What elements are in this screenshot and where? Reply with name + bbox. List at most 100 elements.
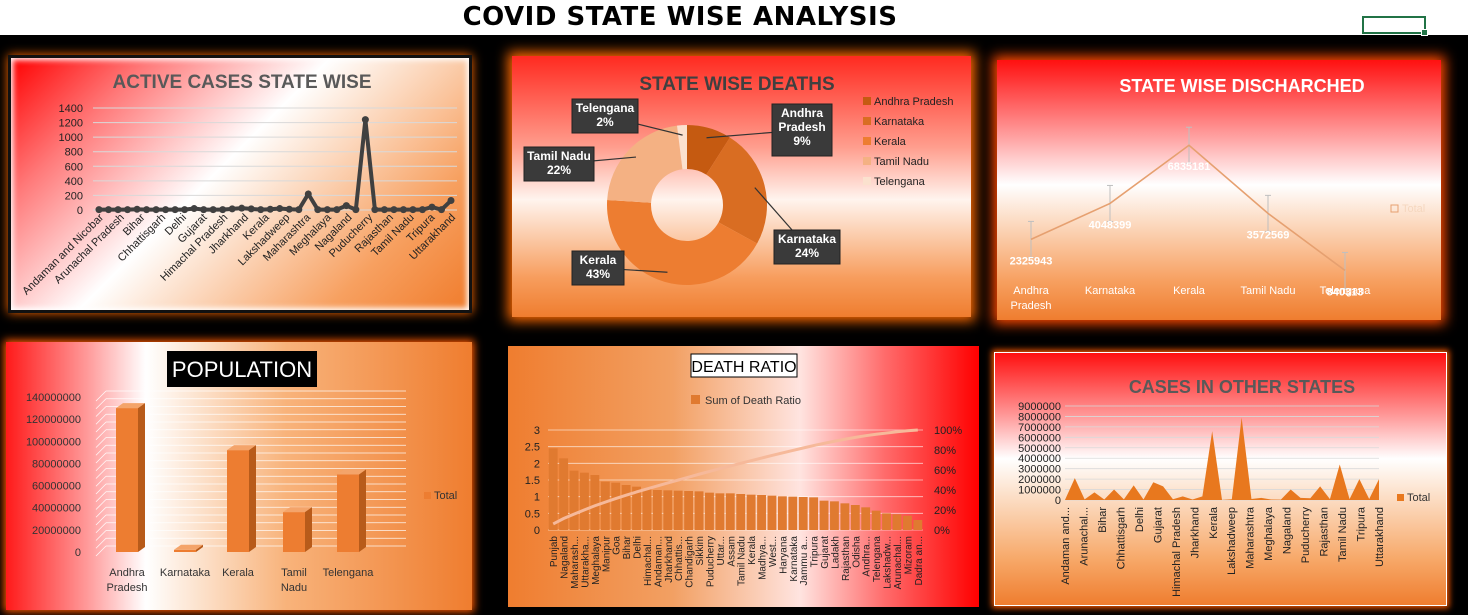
x-tick-label: Tamil Nadu	[1337, 507, 1349, 562]
bar	[788, 496, 798, 530]
data-point	[409, 206, 417, 214]
area-series	[1065, 417, 1379, 500]
x-tick-label: Andaman and...	[1060, 507, 1072, 585]
y-tick-label: 2.5	[525, 442, 540, 454]
data-point	[219, 206, 227, 214]
pie-slice	[706, 137, 767, 244]
y-tick-label: 200	[65, 190, 83, 202]
active-cases-chart[interactable]: ACTIVE CASES STATE WISE 0 200 400 600 800 1000…	[8, 55, 472, 313]
data-point	[200, 206, 208, 214]
data-point	[418, 206, 426, 214]
bar	[705, 492, 714, 530]
gridline-depth	[95, 421, 107, 433]
x-tick-label: Tamil Nadu	[1240, 285, 1295, 297]
x-tick-label: Puducherry	[1300, 507, 1312, 564]
gridline-depth	[95, 444, 107, 456]
gridline-depth	[95, 545, 107, 557]
data-point	[304, 190, 312, 198]
pie-slice	[687, 125, 730, 175]
bar	[840, 503, 850, 530]
x-tick-label: Andaman...	[653, 536, 664, 587]
data-label-box	[773, 229, 841, 265]
state-discharged-chart[interactable]: STATE WISE DISCHARCHED 2325943 4048399 6835…	[997, 60, 1441, 320]
x-tick-label: Uttar...	[716, 536, 727, 565]
bar	[611, 482, 621, 530]
x-tick-label: Rajasthan	[841, 536, 852, 581]
legend-swatch	[1390, 204, 1399, 213]
data-point	[95, 206, 103, 214]
x-tick-label: Tamil	[281, 567, 307, 579]
gridline-depth	[95, 491, 107, 503]
data-point	[437, 206, 445, 214]
population-chart[interactable]: POPULATION 0 20000000 40000000 60000000 80000…	[6, 342, 472, 610]
x-tick-label: Assam	[726, 536, 737, 567]
bar-top	[227, 445, 256, 451]
data-point	[238, 204, 246, 212]
legend-label: Karnataka	[874, 116, 925, 128]
x-tick-label: Tripura	[810, 536, 821, 568]
data-point	[228, 205, 236, 213]
other-states-chart[interactable]: CASES IN OTHER STATES 0 1000000 2000000 3000…	[994, 352, 1447, 606]
bar	[725, 493, 735, 530]
chart-title: DEATH RATIO	[691, 359, 796, 376]
y-tick-label: 1.5	[525, 475, 540, 487]
bar-side	[196, 544, 203, 552]
y2-tick-label: 80%	[934, 445, 956, 457]
legend-label: Telengana	[874, 176, 926, 188]
x-tick-label: Odisha	[851, 536, 862, 568]
y-tick-label: 1200	[59, 118, 83, 130]
death-ratio-chart[interactable]: DEATH RATIO Sum of Death Ratio 0 0.5 1 1.5 2 2.…	[508, 346, 979, 607]
y2-tick-label: 60%	[934, 465, 956, 477]
x-tick-label: Karnataka	[1085, 285, 1136, 297]
bar	[767, 495, 777, 530]
data-point	[162, 206, 170, 214]
data-label-name: Kerala	[580, 253, 617, 267]
bar	[559, 458, 569, 530]
x-tick-label: Lakshadweep	[1226, 507, 1238, 575]
y-tick-label: 0	[1055, 495, 1061, 507]
x-tick-label: Himachal Pradesh	[1171, 507, 1183, 597]
data-point	[371, 206, 379, 214]
x-tick-label: Kerala	[1208, 506, 1220, 539]
x-tick-label: Dadra an...	[914, 536, 925, 585]
x-tick-label: Tamil Nadu	[737, 536, 748, 586]
y-tick-label: 3	[534, 425, 540, 437]
x-tick-label: Jharkhand	[1189, 507, 1201, 558]
y-tick-label: 1400	[59, 103, 83, 115]
pie-slice	[607, 125, 683, 203]
data-label: 4048399	[1089, 219, 1132, 231]
bar	[715, 493, 725, 530]
chart-title-box	[167, 351, 317, 387]
title-bar	[0, 0, 1468, 35]
bar	[642, 489, 652, 530]
x-tick-label: Gujarat	[1152, 507, 1164, 543]
gridline-depth	[95, 514, 107, 526]
selected-cell[interactable]	[1362, 16, 1428, 36]
gridline-depth	[95, 483, 107, 495]
data-label-name: Andhra	[781, 106, 823, 120]
bar	[694, 491, 704, 530]
data-label-box	[771, 103, 833, 157]
y-tick-label: 100000000	[26, 436, 81, 448]
y-tick-label: 0	[77, 205, 83, 217]
legend-swatch	[863, 137, 871, 145]
y-tick-label: 4000000	[1018, 453, 1061, 465]
bar	[861, 507, 871, 530]
x-tick-label: Arunachal...	[1078, 507, 1090, 566]
x-tick-label: Delhi	[633, 536, 644, 559]
gridline-depth	[95, 475, 107, 487]
data-point	[247, 205, 255, 213]
data-label-value: 9%	[793, 134, 811, 148]
data-point	[447, 197, 455, 205]
data-point	[114, 206, 122, 214]
data-label: 2325943	[1010, 255, 1053, 267]
y-tick-label: 0	[534, 525, 540, 537]
series-line	[99, 119, 453, 213]
x-tick-label: Nagaland	[1282, 507, 1294, 554]
bar	[621, 485, 631, 530]
state-deaths-chart[interactable]: STATE WISE DEATHS Andhra Pradesh 9% Karnatak…	[512, 56, 971, 317]
bar	[174, 549, 196, 552]
x-tick-label: Kerala	[222, 567, 255, 579]
x-tick-label: Goa	[612, 536, 623, 555]
data-label-name: Pradesh	[778, 120, 825, 134]
